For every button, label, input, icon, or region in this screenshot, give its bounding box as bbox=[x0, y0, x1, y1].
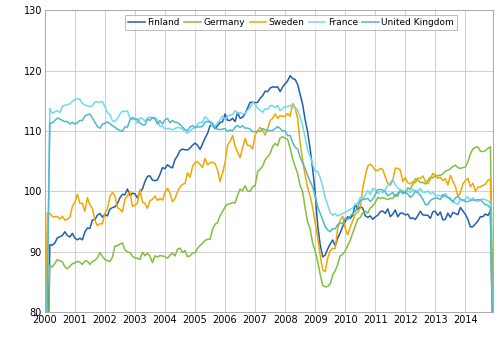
Sweden bbox=[442, 177, 448, 181]
Sweden bbox=[95, 224, 101, 228]
Germany bbox=[280, 135, 286, 139]
Germany bbox=[134, 256, 140, 260]
Finland bbox=[95, 213, 101, 217]
France bbox=[49, 111, 55, 115]
Sweden bbox=[134, 201, 140, 205]
United Kingdom bbox=[442, 194, 448, 198]
Finland bbox=[134, 196, 140, 200]
Sweden bbox=[478, 185, 484, 189]
United Kingdom bbox=[478, 198, 484, 202]
Finland bbox=[442, 217, 448, 221]
Germany bbox=[212, 222, 218, 226]
United Kingdom bbox=[137, 121, 143, 125]
Germany bbox=[490, 307, 496, 311]
Line: France: France bbox=[45, 99, 493, 343]
Germany bbox=[442, 169, 448, 173]
France bbox=[478, 198, 484, 202]
Sweden bbox=[212, 162, 218, 166]
Germany bbox=[49, 265, 55, 269]
United Kingdom bbox=[97, 126, 103, 130]
Line: Finland: Finland bbox=[45, 76, 493, 343]
France bbox=[97, 100, 103, 105]
Legend: Finland, Germany, Sweden, France, United Kingdom: Finland, Germany, Sweden, France, United… bbox=[125, 15, 457, 30]
Finland bbox=[478, 215, 484, 219]
Germany bbox=[95, 256, 101, 260]
France bbox=[442, 192, 448, 196]
Germany bbox=[478, 149, 484, 153]
Line: United Kingdom: United Kingdom bbox=[45, 114, 493, 343]
Line: Germany: Germany bbox=[45, 137, 493, 343]
Line: Sweden: Sweden bbox=[45, 104, 493, 343]
Finland bbox=[49, 243, 55, 247]
Sweden bbox=[49, 214, 55, 218]
Finland bbox=[212, 127, 218, 131]
United Kingdom bbox=[215, 127, 221, 131]
Finland bbox=[287, 74, 293, 78]
France bbox=[74, 97, 80, 101]
France bbox=[137, 116, 143, 120]
United Kingdom bbox=[49, 121, 55, 125]
United Kingdom bbox=[87, 112, 93, 116]
Sweden bbox=[290, 102, 296, 106]
France bbox=[215, 121, 221, 125]
